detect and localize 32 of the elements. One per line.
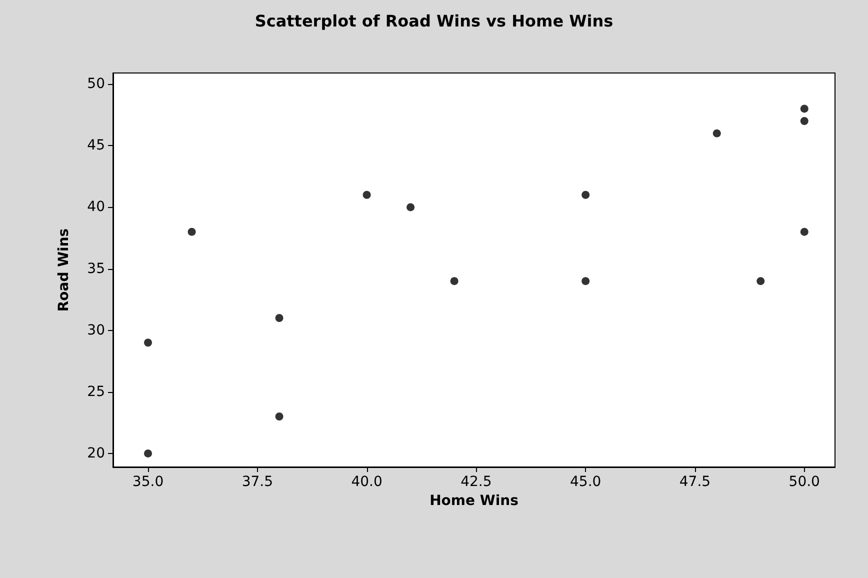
point	[406, 203, 415, 212]
y-tick-label: 45	[87, 138, 105, 154]
point	[712, 129, 721, 138]
y-tick-label: 20	[87, 445, 105, 462]
x-tick-label: 42.5	[460, 474, 492, 490]
chart-title: Scatterplot of Road Wins vs Home Wins	[254, 12, 614, 30]
y-tick-label: 25	[87, 384, 105, 400]
point	[800, 117, 808, 126]
point	[582, 277, 590, 286]
point	[144, 449, 152, 458]
point	[275, 412, 284, 421]
point	[582, 190, 590, 199]
y-tick-label: 35	[87, 260, 105, 277]
point	[275, 314, 284, 322]
x-tick-label: 40.0	[351, 474, 382, 490]
point	[188, 228, 196, 236]
x-tick-label: 45.0	[570, 474, 602, 490]
y-tick-label: 50	[87, 76, 105, 92]
x-tick-label: 47.5	[679, 474, 711, 490]
y-tick-label: 40	[87, 199, 105, 216]
point	[144, 338, 152, 347]
y-axis-title: Road Wins	[56, 228, 72, 312]
point	[362, 190, 371, 199]
x-axis-title: Home Wins	[430, 492, 518, 509]
x-tick-label: 35.0	[132, 474, 164, 490]
point	[800, 228, 808, 236]
point	[450, 277, 458, 286]
y-tick-label: 30	[87, 322, 105, 338]
x-tick-label: 37.5	[242, 474, 273, 490]
point	[800, 104, 808, 113]
point	[756, 277, 765, 286]
x-tick-label: 50.0	[788, 474, 820, 490]
